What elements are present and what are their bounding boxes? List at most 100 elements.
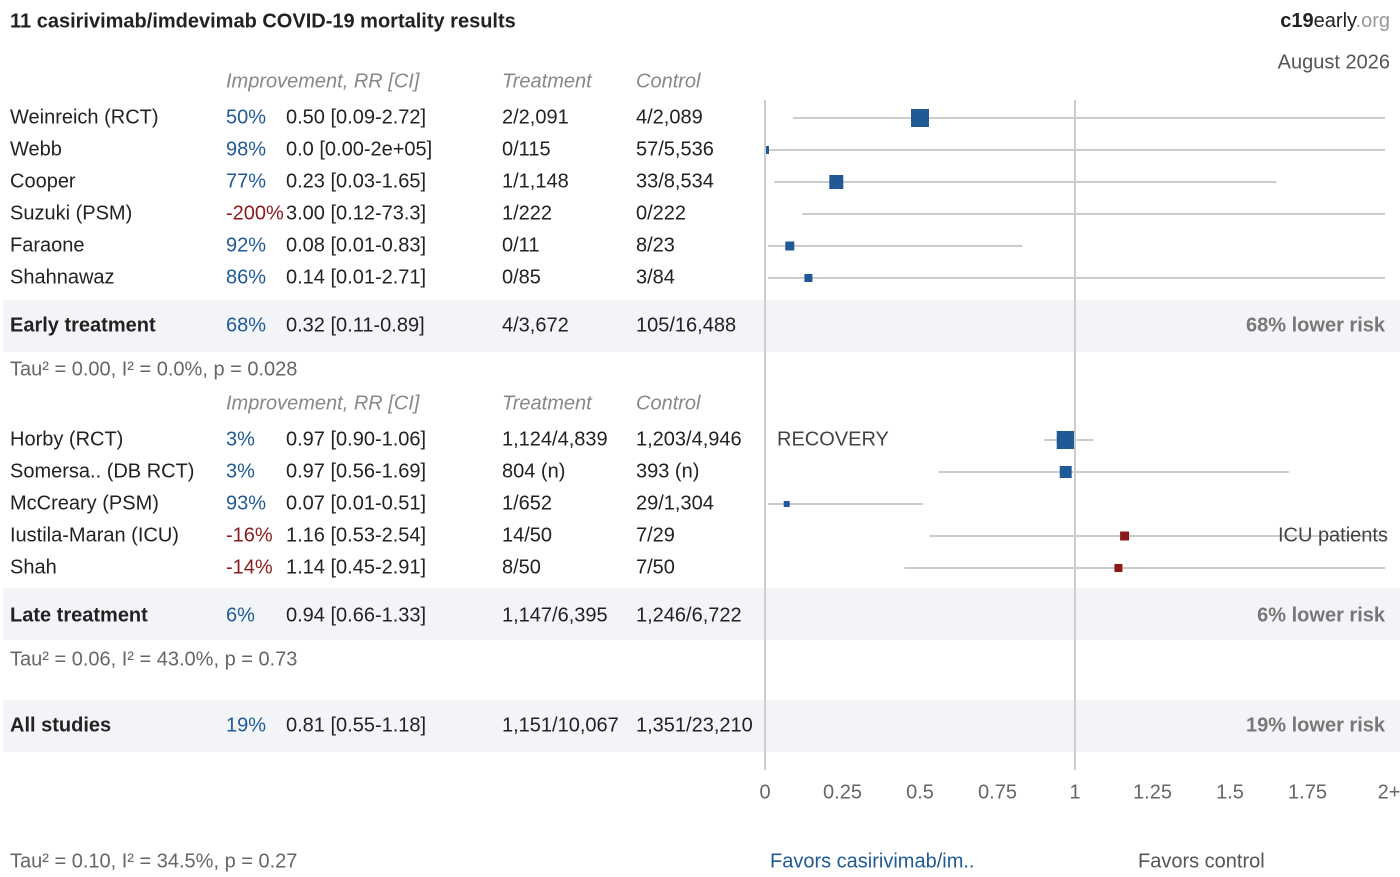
- study-name: Horby (RCT): [10, 428, 123, 450]
- treatment: 804 (n): [502, 460, 565, 482]
- column-header: Improvement, RR [CI]: [226, 392, 420, 414]
- treatment: 1/652: [502, 492, 552, 514]
- effect-square: [785, 241, 795, 251]
- improvement: 92%: [226, 234, 266, 256]
- control: 7/50: [636, 556, 675, 578]
- summary-name: Early treatment: [10, 314, 156, 336]
- heterogeneity-stats: Tau² = 0.10, I² = 34.5%, p = 0.27: [10, 850, 297, 872]
- rr-ci: 0.23 [0.03-1.65]: [286, 170, 426, 192]
- study-name: Suzuki (PSM): [10, 202, 132, 224]
- summary-treatment: 1,147/6,395: [502, 604, 608, 626]
- heterogeneity-stats: Tau² = 0.00, I² = 0.0%, p = 0.028: [10, 358, 297, 380]
- summary-rr-ci: 0.94 [0.66-1.33]: [286, 604, 426, 626]
- improvement: 86%: [226, 266, 266, 288]
- column-header: Improvement, RR [CI]: [226, 70, 420, 92]
- study-name: Weinreich (RCT): [10, 106, 159, 128]
- treatment: 0/115: [502, 138, 551, 160]
- treatment: 1/222: [502, 202, 552, 224]
- effect-square: [783, 501, 790, 507]
- x-tick-label: 1.75: [1288, 781, 1327, 803]
- treatment: 1/1,148: [502, 170, 569, 192]
- treatment: 14/50: [502, 524, 552, 546]
- x-tick-label: 1: [1069, 781, 1080, 803]
- effect-square: [1120, 531, 1130, 541]
- column-header: Control: [636, 70, 701, 92]
- improvement: 50%: [226, 106, 266, 128]
- summary-treatment: 4/3,672: [502, 314, 569, 336]
- column-header: Treatment: [502, 392, 593, 414]
- x-tick-label: 0.5: [906, 781, 934, 803]
- x-tick-label: 2+: [1378, 781, 1400, 803]
- summary-band: [3, 588, 1400, 640]
- summary-label: 19% lower risk: [1246, 714, 1386, 736]
- control: 3/84: [636, 266, 675, 288]
- summary-label: 6% lower risk: [1257, 604, 1386, 626]
- column-header: Treatment: [502, 70, 593, 92]
- rr-ci: 0.97 [0.90-1.06]: [286, 428, 426, 450]
- study-name: Shahnawaz: [10, 266, 115, 288]
- summary-control: 1,246/6,722: [636, 604, 742, 626]
- study-name: Webb: [10, 138, 62, 160]
- control: 1,203/4,946: [636, 428, 742, 450]
- control: 29/1,304: [636, 492, 714, 514]
- study-name: Iustila-Maran (ICU): [10, 524, 179, 546]
- heterogeneity-stats: Tau² = 0.06, I² = 43.0%, p = 0.73: [10, 648, 297, 670]
- treatment: 0/11: [502, 234, 539, 256]
- date: August 2026: [1278, 51, 1390, 73]
- brand-part: .org: [1356, 10, 1390, 32]
- treatment: 8/50: [502, 556, 541, 578]
- summary-label: 68% lower risk: [1246, 314, 1386, 336]
- study-name: Somersa.. (DB RCT): [10, 460, 194, 482]
- control: 33/8,534: [636, 170, 714, 192]
- summary-name: All studies: [10, 714, 111, 736]
- effect-square: [1056, 431, 1075, 449]
- favors-control: Favors control: [1138, 850, 1265, 872]
- favors-treatment: Favors casirivimab/im..: [770, 850, 974, 872]
- summary-treatment: 1,151/10,067: [502, 714, 619, 736]
- summary-band: [3, 300, 1400, 352]
- summary-rr-ci: 0.32 [0.11-0.89]: [286, 314, 425, 336]
- study-name: Shah: [10, 556, 57, 578]
- control: 4/2,089: [636, 106, 703, 128]
- improvement: 93%: [226, 492, 266, 514]
- rr-ci: 0.07 [0.01-0.51]: [286, 492, 426, 514]
- study-name: McCreary (PSM): [10, 492, 159, 514]
- improvement: 77%: [226, 170, 266, 192]
- effect-square: [765, 146, 769, 154]
- summary-control: 1,351/23,210: [636, 714, 753, 736]
- improvement: 3%: [226, 428, 255, 450]
- treatment: 2/2,091: [502, 106, 569, 128]
- study-name: Cooper: [10, 170, 76, 192]
- rr-ci: 0.97 [0.56-1.69]: [286, 460, 426, 482]
- treatment: 1,124/4,839: [502, 428, 608, 450]
- study-name: Faraone: [10, 234, 85, 256]
- effect-square: [1059, 466, 1072, 478]
- x-tick-label: 0.25: [823, 781, 862, 803]
- x-tick-label: 1.25: [1133, 781, 1172, 803]
- rr-ci: 0.08 [0.01-0.83]: [286, 234, 426, 256]
- treatment: 0/85: [502, 266, 541, 288]
- summary-control: 105/16,488: [636, 314, 736, 336]
- rr-ci: 0.0 [0.00-2e+05]: [286, 138, 432, 160]
- annotation: ICU patients: [1278, 524, 1388, 546]
- control: 7/29: [636, 524, 675, 546]
- summary-name: Late treatment: [10, 604, 148, 626]
- annotation: RECOVERY: [777, 428, 889, 450]
- summary-improvement: 6%: [226, 604, 255, 626]
- effect-square: [804, 274, 813, 282]
- rr-ci: 1.14 [0.45-2.91]: [286, 556, 426, 578]
- x-tick-label: 0: [759, 781, 770, 803]
- effect-square: [1114, 564, 1123, 572]
- x-tick-label: 0.75: [978, 781, 1017, 803]
- rr-ci: 3.00 [0.12-73.3]: [286, 202, 426, 224]
- improvement: -14%: [226, 556, 273, 578]
- effect-square: [911, 109, 929, 127]
- x-tick-label: 1.5: [1216, 781, 1244, 803]
- rr-ci: 0.50 [0.09-2.72]: [286, 106, 426, 128]
- rr-ci: 1.16 [0.53-2.54]: [286, 524, 426, 546]
- effect-square: [829, 175, 844, 189]
- brand-part: c19: [1280, 10, 1313, 32]
- control: 8/23: [636, 234, 675, 256]
- summary-improvement: 19%: [226, 714, 266, 736]
- improvement: -16%: [226, 524, 273, 546]
